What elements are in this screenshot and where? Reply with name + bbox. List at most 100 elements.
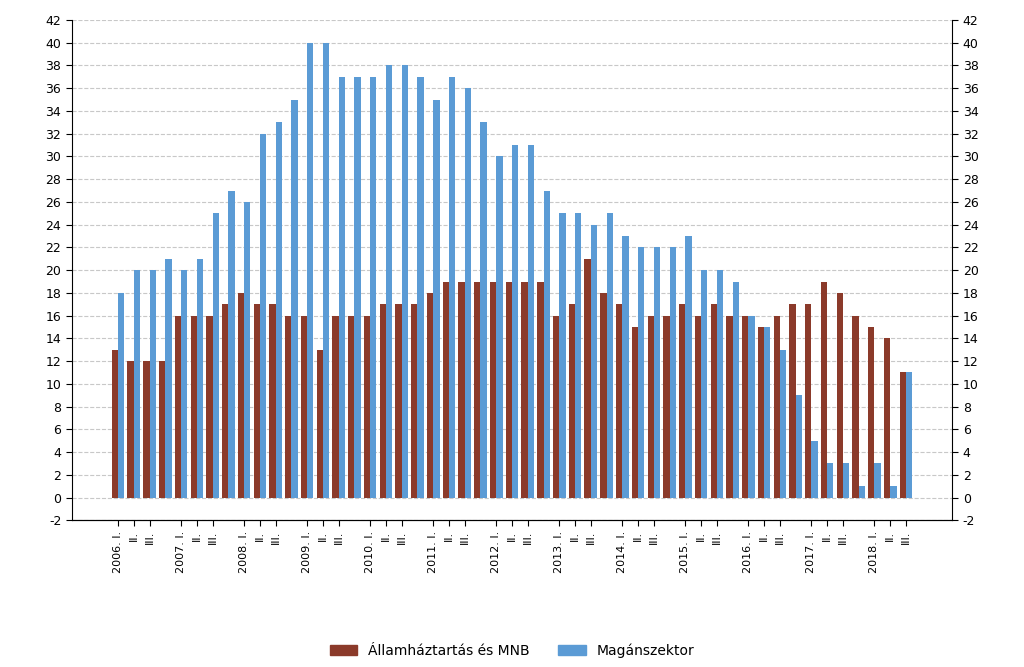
Bar (292, 99, 298, 498)
Bar (591, 225, 597, 498)
Bar (364, 315, 370, 498)
Bar (679, 304, 685, 498)
Bar (370, 77, 377, 498)
Bar (506, 281, 512, 498)
Bar (222, 304, 228, 498)
Bar (449, 77, 456, 498)
Bar (307, 43, 313, 498)
Bar (632, 327, 638, 498)
Bar (906, 372, 912, 498)
Bar (884, 338, 890, 498)
Bar (150, 270, 156, 498)
Bar (213, 213, 219, 498)
Bar (269, 304, 275, 498)
Bar (837, 293, 843, 498)
Bar (521, 281, 527, 498)
Bar (711, 304, 717, 498)
Bar (780, 350, 786, 498)
Bar (459, 281, 465, 498)
Bar (465, 88, 471, 498)
Bar (670, 247, 676, 498)
Bar (726, 315, 732, 498)
Bar (685, 236, 691, 498)
Bar (638, 247, 644, 498)
Bar (827, 464, 834, 498)
Bar (427, 293, 433, 498)
Bar (228, 191, 234, 498)
Bar (606, 213, 612, 498)
Bar (301, 315, 307, 498)
Bar (568, 304, 575, 498)
Bar (480, 122, 486, 498)
Bar (244, 202, 251, 498)
Bar (512, 145, 518, 498)
Bar (749, 315, 755, 498)
Bar (859, 486, 865, 498)
Bar (112, 350, 118, 498)
Bar (401, 65, 408, 498)
Bar (868, 327, 874, 498)
Bar (695, 315, 701, 498)
Bar (538, 281, 544, 498)
Bar (553, 315, 559, 498)
Bar (701, 270, 708, 498)
Bar (118, 293, 124, 498)
Bar (190, 315, 197, 498)
Bar (647, 315, 654, 498)
Bar (285, 315, 292, 498)
Bar (333, 315, 339, 498)
Bar (489, 281, 497, 498)
Bar (773, 315, 780, 498)
Bar (159, 361, 165, 498)
Bar (654, 247, 660, 498)
Bar (732, 281, 739, 498)
Bar (127, 361, 134, 498)
Bar (796, 395, 802, 498)
Bar (742, 315, 749, 498)
Bar (616, 304, 623, 498)
Bar (175, 315, 181, 498)
Bar (418, 77, 424, 498)
Bar (821, 281, 827, 498)
Bar (354, 77, 360, 498)
Bar (852, 315, 859, 498)
Bar (143, 361, 150, 498)
Bar (664, 315, 670, 498)
Bar (890, 486, 897, 498)
Bar (717, 270, 723, 498)
Bar (575, 213, 582, 498)
Bar (165, 259, 172, 498)
Bar (238, 293, 244, 498)
Bar (623, 236, 629, 498)
Bar (544, 191, 550, 498)
Bar (433, 99, 439, 498)
Bar (339, 77, 345, 498)
Bar (254, 304, 260, 498)
Bar (386, 65, 392, 498)
Bar (805, 304, 811, 498)
Bar (758, 327, 764, 498)
Bar (412, 304, 418, 498)
Bar (348, 315, 354, 498)
Bar (900, 372, 906, 498)
Bar (181, 270, 187, 498)
Bar (323, 43, 329, 498)
Bar (474, 281, 480, 498)
Bar (316, 350, 323, 498)
Bar (811, 441, 818, 498)
Bar (585, 259, 591, 498)
Bar (275, 122, 282, 498)
Bar (442, 281, 449, 498)
Bar (843, 464, 849, 498)
Bar (559, 213, 565, 498)
Bar (395, 304, 401, 498)
Bar (134, 270, 140, 498)
Bar (260, 133, 266, 498)
Bar (527, 145, 535, 498)
Bar (764, 327, 770, 498)
Legend: Államháztartás és MNB, Magánszektor: Államháztartás és MNB, Magánszektor (324, 638, 700, 664)
Bar (790, 304, 796, 498)
Bar (380, 304, 386, 498)
Bar (874, 464, 881, 498)
Bar (197, 259, 203, 498)
